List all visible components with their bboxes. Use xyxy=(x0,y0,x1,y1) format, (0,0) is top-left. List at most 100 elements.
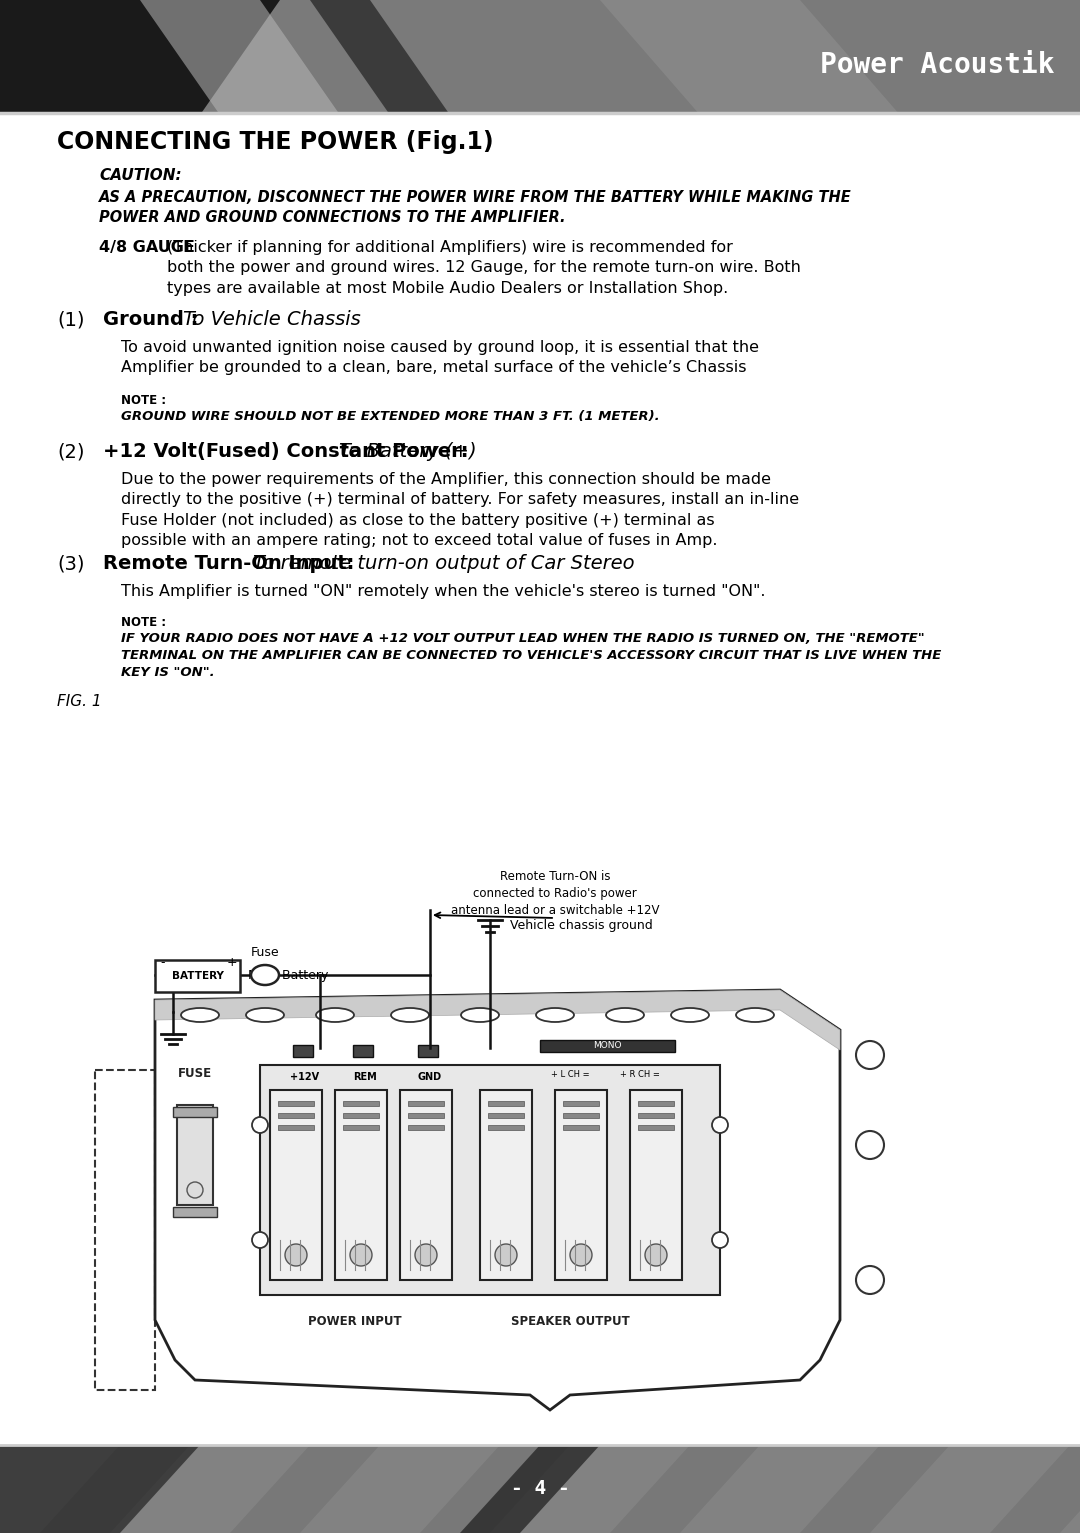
Ellipse shape xyxy=(181,1009,219,1023)
Bar xyxy=(418,1046,438,1056)
Text: To avoid unwanted ignition noise caused by ground loop, it is essential that the: To avoid unwanted ignition noise caused … xyxy=(121,340,759,376)
Text: NOTE :: NOTE : xyxy=(121,616,166,629)
Ellipse shape xyxy=(536,1009,573,1023)
Circle shape xyxy=(187,1182,203,1197)
Text: + L CH =: + L CH = xyxy=(551,1070,590,1079)
Ellipse shape xyxy=(735,1009,774,1023)
Circle shape xyxy=(856,1131,885,1159)
Text: FUSE: FUSE xyxy=(178,1067,212,1081)
Circle shape xyxy=(856,1041,885,1069)
Bar xyxy=(156,960,240,992)
Polygon shape xyxy=(156,990,840,1410)
Text: IF YOUR RADIO DOES NOT HAVE A +12 VOLT OUTPUT LEAD WHEN THE RADIO IS TURNED ON, : IF YOUR RADIO DOES NOT HAVE A +12 VOLT O… xyxy=(121,632,942,679)
Text: (2): (2) xyxy=(57,442,84,461)
Text: +12V: +12V xyxy=(291,1072,320,1082)
Polygon shape xyxy=(0,1446,200,1533)
Circle shape xyxy=(252,1118,268,1133)
Text: This Amplifier is turned "ON" remotely when the vehicle's stereo is turned "ON".: This Amplifier is turned "ON" remotely w… xyxy=(121,584,766,599)
Ellipse shape xyxy=(251,964,279,986)
Bar xyxy=(260,1065,720,1295)
Text: + R CH =: + R CH = xyxy=(620,1070,660,1079)
Bar xyxy=(408,1125,444,1130)
Text: +12 Volt(Fused) Constant Power:: +12 Volt(Fused) Constant Power: xyxy=(103,442,475,461)
Polygon shape xyxy=(0,0,280,115)
Bar xyxy=(270,1090,322,1280)
Ellipse shape xyxy=(285,1243,307,1266)
Bar xyxy=(343,1125,379,1130)
Bar xyxy=(555,1090,607,1280)
Text: NOTE :: NOTE : xyxy=(121,394,166,406)
Text: (1): (1) xyxy=(57,310,84,330)
Circle shape xyxy=(712,1233,728,1248)
Text: CONNECTING THE POWER (Fig.1): CONNECTING THE POWER (Fig.1) xyxy=(57,130,494,153)
Bar xyxy=(173,1206,217,1217)
Bar xyxy=(638,1113,674,1118)
Polygon shape xyxy=(600,0,900,115)
Ellipse shape xyxy=(350,1243,372,1266)
Text: -: - xyxy=(161,957,165,969)
Text: SPEAKER OUTPUT: SPEAKER OUTPUT xyxy=(511,1315,630,1328)
Bar xyxy=(177,1105,213,1205)
Ellipse shape xyxy=(246,1009,284,1023)
Ellipse shape xyxy=(570,1243,592,1266)
Bar xyxy=(488,1113,524,1118)
Bar xyxy=(638,1101,674,1105)
Text: AS A PRECAUTION, DISCONNECT THE POWER WIRE FROM THE BATTERY WHILE MAKING THE
POW: AS A PRECAUTION, DISCONNECT THE POWER WI… xyxy=(99,190,852,225)
Polygon shape xyxy=(300,1446,500,1533)
Text: GROUND WIRE SHOULD NOT BE EXTENDED MORE THAN 3 FT. (1 METER).: GROUND WIRE SHOULD NOT BE EXTENDED MORE … xyxy=(121,409,660,423)
Ellipse shape xyxy=(391,1009,429,1023)
Polygon shape xyxy=(140,0,340,115)
Text: MONO: MONO xyxy=(593,1041,622,1050)
Bar xyxy=(353,1046,373,1056)
Bar xyxy=(638,1125,674,1130)
Bar xyxy=(563,1125,599,1130)
Bar xyxy=(278,1125,314,1130)
Ellipse shape xyxy=(606,1009,644,1023)
Bar xyxy=(0,1446,1080,1533)
Text: To Vehicle Chassis: To Vehicle Chassis xyxy=(183,310,361,330)
Bar xyxy=(400,1090,453,1280)
Bar xyxy=(335,1090,387,1280)
Bar xyxy=(278,1113,314,1118)
Polygon shape xyxy=(1059,1446,1080,1533)
Text: Remote Turn-On Input:: Remote Turn-On Input: xyxy=(103,553,361,573)
Bar xyxy=(0,0,1080,115)
Bar xyxy=(630,1090,681,1280)
Polygon shape xyxy=(310,0,450,115)
Bar xyxy=(343,1113,379,1118)
Text: GND: GND xyxy=(418,1072,442,1082)
Bar xyxy=(480,1090,532,1280)
Ellipse shape xyxy=(671,1009,708,1023)
Circle shape xyxy=(712,1118,728,1133)
Bar xyxy=(488,1125,524,1130)
Ellipse shape xyxy=(316,1009,354,1023)
Polygon shape xyxy=(110,1446,310,1533)
Polygon shape xyxy=(156,990,840,1050)
Text: Near Battery: Near Battery xyxy=(248,969,328,983)
Bar xyxy=(408,1113,444,1118)
Bar xyxy=(408,1101,444,1105)
Bar xyxy=(540,1039,675,1052)
Circle shape xyxy=(856,1266,885,1294)
Ellipse shape xyxy=(495,1243,517,1266)
Polygon shape xyxy=(870,1446,1070,1533)
Bar xyxy=(563,1113,599,1118)
Text: Remote Turn-ON is
connected to Radio's power
antenna lead or a switchable +12V: Remote Turn-ON is connected to Radio's p… xyxy=(450,871,659,917)
Ellipse shape xyxy=(415,1243,437,1266)
Text: (Thicker if planning for additional Amplifiers) wire is recommended for
both the: (Thicker if planning for additional Ampl… xyxy=(167,241,801,296)
Polygon shape xyxy=(680,1446,880,1533)
Text: To remote turn-on output of Car Stereo: To remote turn-on output of Car Stereo xyxy=(253,553,635,573)
Bar xyxy=(488,1101,524,1105)
Text: 4/8 GAUGE: 4/8 GAUGE xyxy=(99,241,194,254)
Circle shape xyxy=(252,1233,268,1248)
Text: Vehicle chassis ground: Vehicle chassis ground xyxy=(510,920,652,932)
Polygon shape xyxy=(490,1446,690,1533)
Text: Power Acoustik: Power Acoustik xyxy=(821,51,1055,80)
Bar xyxy=(293,1046,313,1056)
Text: +: + xyxy=(227,957,238,969)
Text: Ground :: Ground : xyxy=(103,310,205,330)
Bar xyxy=(343,1101,379,1105)
Text: REM: REM xyxy=(353,1072,377,1082)
Text: FIG. 1: FIG. 1 xyxy=(57,694,102,708)
Bar xyxy=(278,1101,314,1105)
